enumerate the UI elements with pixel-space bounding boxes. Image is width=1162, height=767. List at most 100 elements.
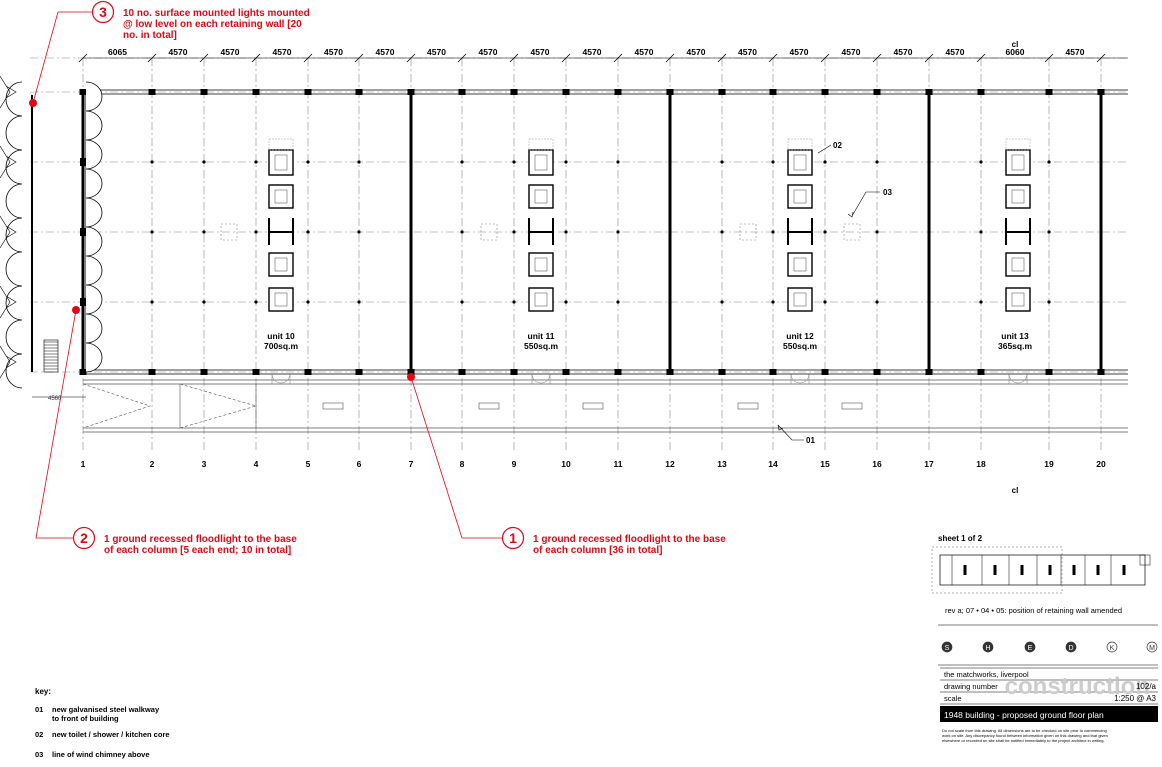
dimension-label: 4570: [273, 47, 292, 57]
key-code: 03: [35, 750, 43, 759]
callout-text: 1 ground recessed floodlight to the base: [104, 534, 297, 545]
column: [666, 89, 674, 95]
callout-text: 10 no. surface mounted lights mounted: [123, 8, 310, 19]
fixture: [534, 154, 548, 171]
door: [1008, 373, 1028, 384]
door: [790, 373, 810, 384]
gridline-label: 6: [357, 459, 362, 469]
column-dot: [668, 300, 672, 304]
dimension-label: 4570: [894, 47, 913, 57]
wind-chimney: [220, 223, 238, 241]
core-room: [268, 138, 294, 151]
walkway-hatch: [478, 402, 500, 410]
gridline-label: 2: [150, 459, 155, 469]
stage-letter: K: [1110, 645, 1115, 652]
key-plan-zone: [931, 546, 1063, 594]
column: [1045, 89, 1053, 95]
marker-label: 02: [833, 141, 842, 150]
column-dot: [202, 230, 206, 234]
column-dot: [357, 160, 361, 164]
column: [355, 369, 363, 375]
gridline-label: 7: [409, 459, 414, 469]
core-room: [528, 184, 554, 209]
core-room: [787, 138, 813, 151]
gridline-label: 15: [820, 459, 830, 469]
column-dot: [564, 160, 568, 164]
gridline-label: 18: [976, 459, 986, 469]
door: [271, 373, 291, 384]
gridline-label: 10: [561, 459, 571, 469]
key-plan-core: [1048, 565, 1052, 575]
column-dot: [202, 300, 206, 304]
fixture: [274, 154, 288, 171]
unit-name: unit 12: [786, 331, 814, 341]
column-dot: [979, 230, 983, 234]
stage-circle: [1024, 641, 1036, 653]
unit-area: 700sq.m: [264, 341, 298, 351]
column-dot: [668, 230, 672, 234]
drawing-number: 102/a: [1136, 682, 1157, 691]
column: [718, 369, 726, 375]
column-dot: [254, 230, 258, 234]
column-dot: [1047, 160, 1051, 164]
stair: [43, 339, 59, 373]
column: [79, 369, 87, 375]
key-plan: [939, 554, 1146, 586]
callout-leader: [35, 309, 77, 539]
column-dot: [720, 300, 724, 304]
column: [252, 89, 260, 95]
revision-note: rev a; 07 • 04 • 05: position of retaini…: [945, 606, 1122, 615]
dimension-label: 4570: [842, 47, 861, 57]
tree-canopy: [85, 81, 103, 373]
callout-dot: [29, 99, 37, 107]
fixture: [793, 257, 807, 272]
marker-leader: [777, 424, 804, 441]
dimension-label: 4570: [790, 47, 809, 57]
column: [304, 369, 312, 375]
wind-chimney: [739, 223, 757, 241]
marker-label: 03: [883, 188, 892, 197]
column: [1097, 89, 1105, 95]
callout-dot: [72, 306, 80, 314]
column: [458, 89, 466, 95]
column-dot: [512, 160, 516, 164]
key-plan-core: [1020, 565, 1024, 575]
column-dot: [254, 300, 258, 304]
walkway-hatch: [582, 402, 604, 410]
column: [873, 89, 881, 95]
unit-area: 365sq.m: [998, 341, 1032, 351]
column-dot: [1047, 300, 1051, 304]
column-dot: [720, 160, 724, 164]
column: [200, 89, 208, 95]
column-dot: [564, 230, 568, 234]
column-dot: [409, 160, 413, 164]
core-room: [1005, 138, 1031, 151]
column-dot: [927, 300, 931, 304]
column: [510, 369, 518, 375]
core-room: [528, 149, 554, 176]
callout-leader: [410, 376, 502, 539]
disclaimer: Do not scale from this drawing. All dime…: [942, 728, 1107, 733]
dimension-label: 4570: [376, 47, 395, 57]
column-dot: [616, 300, 620, 304]
column: [718, 89, 726, 95]
key-plan-end: [1139, 554, 1151, 566]
column: [148, 369, 156, 375]
fixture: [534, 257, 548, 272]
column-dot: [202, 160, 206, 164]
wind-chimney: [843, 223, 861, 241]
fixture: [274, 257, 288, 272]
tree-branch: [0, 215, 17, 249]
callout-text: of each column [36 in total]: [533, 545, 662, 556]
stage-letter: M: [1149, 645, 1155, 652]
column-dot: [460, 230, 464, 234]
column-dot: [720, 230, 724, 234]
core-kitchen: [1005, 218, 1031, 245]
gridline-label: 13: [717, 459, 727, 469]
column-dot: [875, 230, 879, 234]
dimension-label: 6065: [108, 47, 127, 57]
stage-letter: H: [985, 645, 990, 652]
